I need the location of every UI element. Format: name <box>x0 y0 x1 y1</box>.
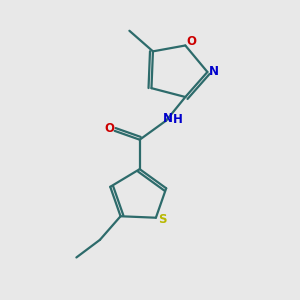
Text: O: O <box>187 35 197 48</box>
Text: N: N <box>209 65 219 79</box>
Text: S: S <box>158 213 166 226</box>
Text: O: O <box>104 122 114 135</box>
Text: H: H <box>172 113 182 126</box>
Text: N: N <box>163 112 173 125</box>
